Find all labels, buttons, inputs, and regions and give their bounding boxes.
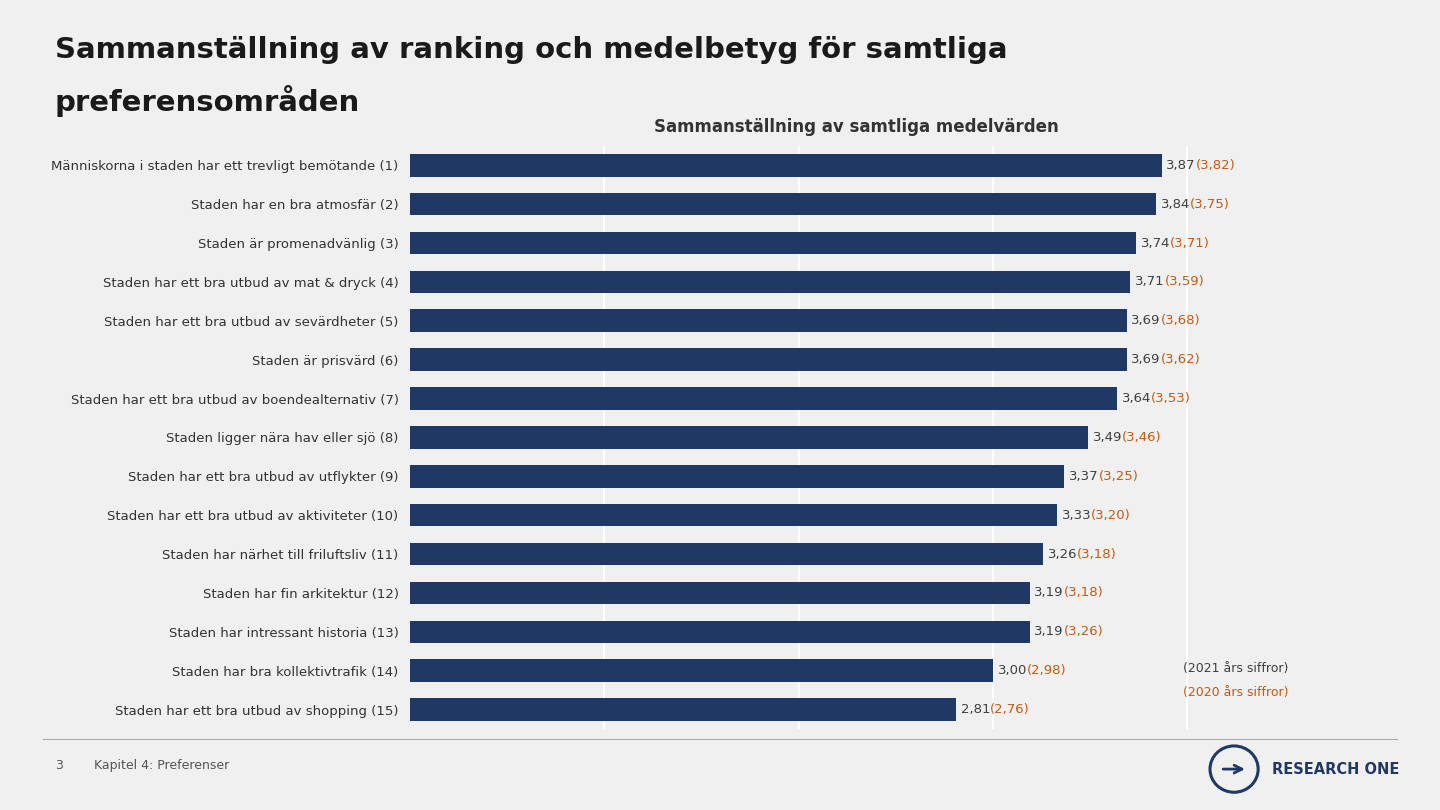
Bar (410, 426, 1087, 449)
Text: (3,46): (3,46) (1122, 431, 1161, 444)
Text: 3: 3 (55, 759, 62, 772)
Bar (410, 504, 1057, 526)
Text: (2021 års siffror): (2021 års siffror) (1184, 662, 1289, 675)
Bar (410, 232, 1136, 254)
Text: (3,26): (3,26) (1064, 625, 1103, 638)
Text: (3,59): (3,59) (1165, 275, 1204, 288)
Text: (3,53): (3,53) (1151, 392, 1191, 405)
Bar (410, 543, 1043, 565)
Text: (3,82): (3,82) (1195, 159, 1236, 172)
Bar (410, 582, 1030, 604)
Text: 3,74: 3,74 (1140, 237, 1171, 249)
Text: 3,64: 3,64 (1122, 392, 1151, 405)
Text: 3,33: 3,33 (1061, 509, 1092, 522)
Text: 3,49: 3,49 (1093, 431, 1122, 444)
Text: 3,69: 3,69 (1132, 314, 1161, 327)
Text: (3,18): (3,18) (1077, 548, 1117, 561)
Text: 3,71: 3,71 (1135, 275, 1165, 288)
Title: Sammanställning av samtliga medelvärden: Sammanställning av samtliga medelvärden (654, 118, 1060, 136)
Bar (410, 348, 1126, 371)
Bar (410, 309, 1126, 332)
Text: 3,87: 3,87 (1166, 159, 1195, 172)
Text: 3,37: 3,37 (1070, 470, 1099, 483)
Text: 3,00: 3,00 (998, 664, 1027, 677)
Text: RESEARCH ONE: RESEARCH ONE (1272, 762, 1398, 777)
Text: (3,62): (3,62) (1161, 353, 1201, 366)
Bar (410, 620, 1030, 643)
Text: 3,26: 3,26 (1048, 548, 1077, 561)
Bar (410, 698, 956, 721)
Bar (410, 387, 1117, 410)
Text: 3,69: 3,69 (1132, 353, 1161, 366)
Bar (410, 193, 1156, 215)
Bar (410, 271, 1130, 293)
Bar (410, 659, 992, 682)
Text: 3,19: 3,19 (1034, 586, 1064, 599)
Text: 3,84: 3,84 (1161, 198, 1189, 211)
Text: (3,25): (3,25) (1099, 470, 1138, 483)
Text: 3,19: 3,19 (1034, 625, 1064, 638)
Text: preferensområden: preferensområden (55, 85, 360, 117)
Text: (3,18): (3,18) (1064, 586, 1103, 599)
Bar (410, 154, 1162, 177)
Text: (3,68): (3,68) (1161, 314, 1200, 327)
Text: Kapitel 4: Preferenser: Kapitel 4: Preferenser (94, 759, 229, 772)
Text: (2,98): (2,98) (1027, 664, 1066, 677)
Text: Sammanställning av ranking och medelbetyg för samtliga: Sammanställning av ranking och medelbety… (55, 36, 1007, 65)
Text: (2020 års siffror): (2020 års siffror) (1184, 686, 1289, 699)
Text: (3,20): (3,20) (1090, 509, 1130, 522)
Text: (3,75): (3,75) (1189, 198, 1230, 211)
Bar (410, 465, 1064, 488)
Text: 2,81: 2,81 (960, 703, 991, 716)
Text: (2,76): (2,76) (989, 703, 1030, 716)
Text: (3,71): (3,71) (1171, 237, 1210, 249)
